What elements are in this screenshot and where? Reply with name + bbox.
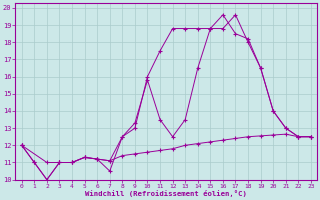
- X-axis label: Windchill (Refroidissement éolien,°C): Windchill (Refroidissement éolien,°C): [85, 190, 247, 197]
